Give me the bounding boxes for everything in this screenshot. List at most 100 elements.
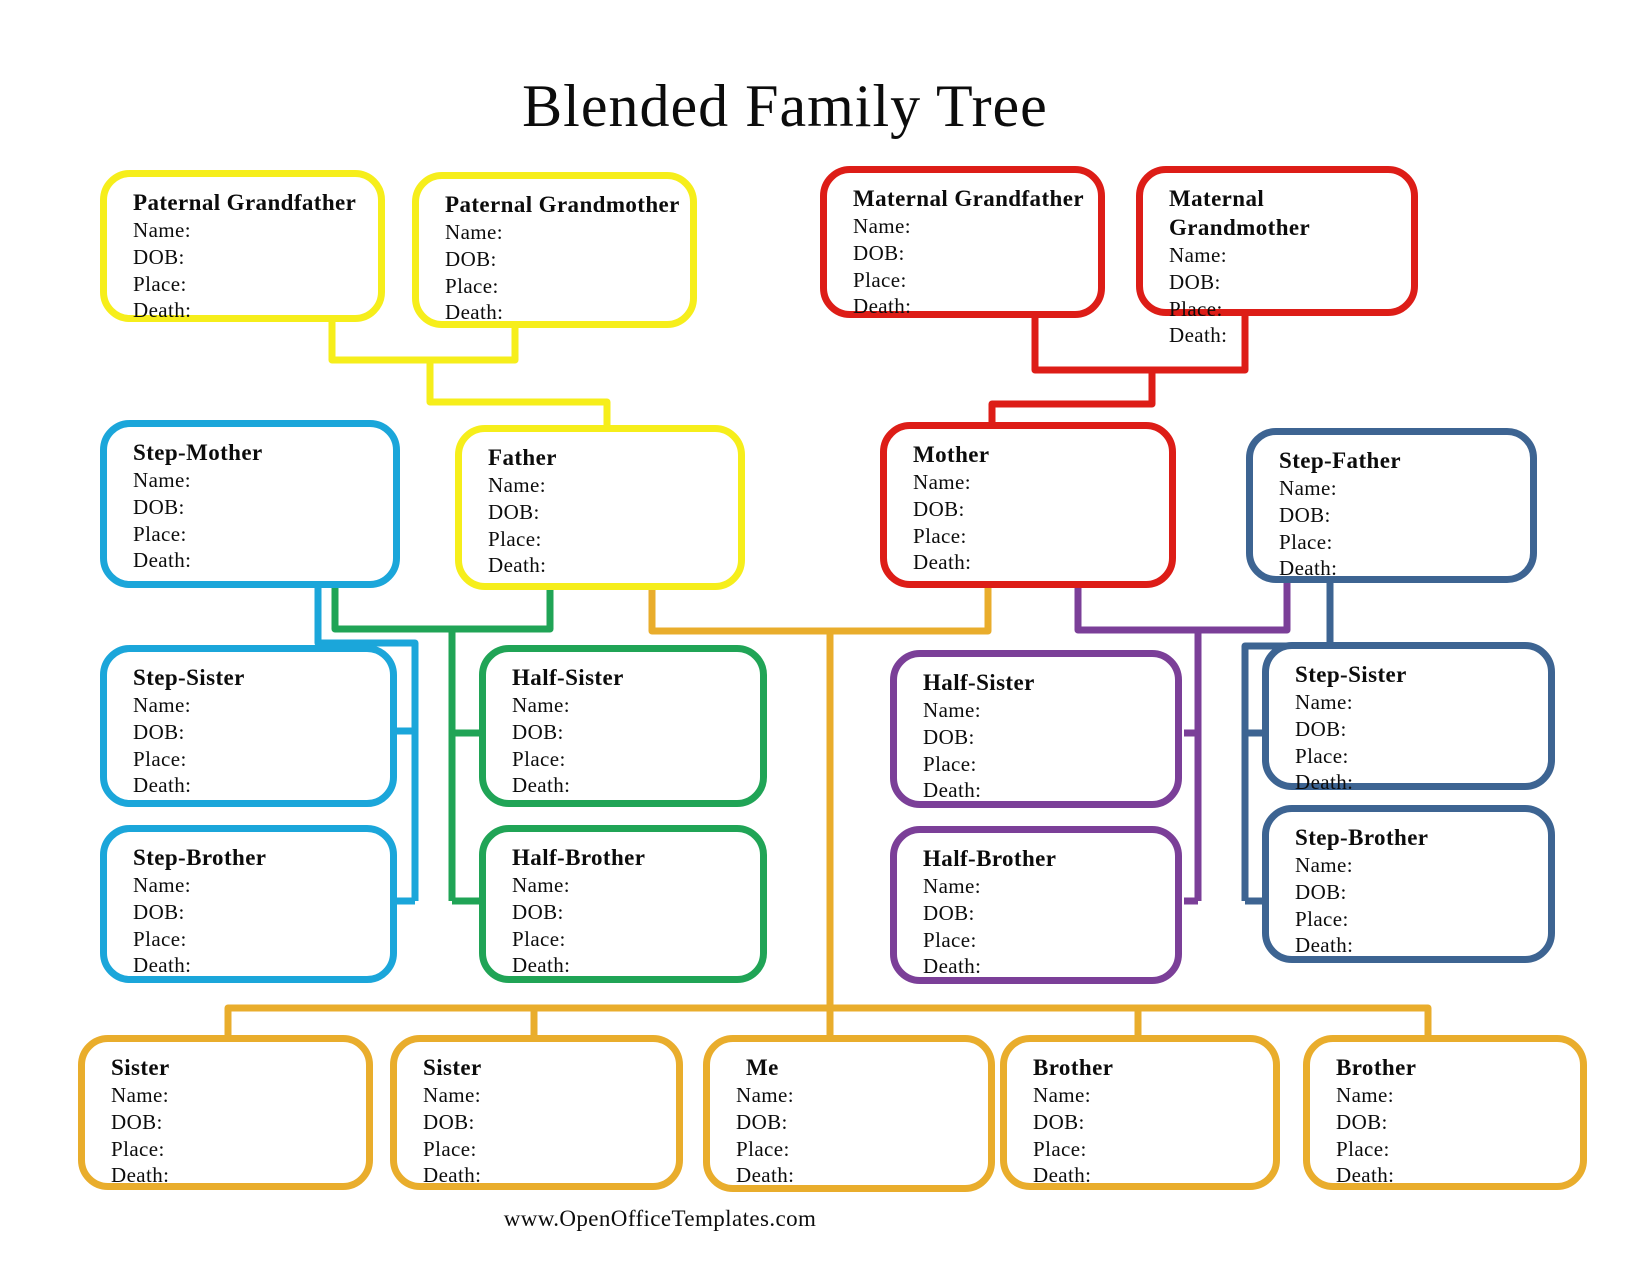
field-label: Death:	[1336, 1163, 1395, 1188]
field-label: Place:	[853, 267, 907, 292]
field-label: DOB:	[111, 1109, 163, 1134]
field-label: DOB:	[923, 900, 975, 925]
field-label: Place:	[923, 751, 977, 776]
node-label-sister-2: Sister	[423, 1055, 482, 1080]
node-half-brother-left: Half-Brother Name: DOB: Place: Death:	[479, 825, 767, 983]
connector-green-4	[331, 586, 554, 633]
node-half-sister-left: Half-Sister Name: DOB: Place: Death:	[479, 645, 767, 807]
field-label: DOB:	[133, 244, 185, 269]
node-label-maternal-grandfather: Maternal Grandfather	[853, 186, 1084, 211]
field-label: DOB:	[1295, 879, 1347, 904]
field-label: Place:	[488, 526, 542, 551]
node-label-paternal-grandfather: Paternal Grandfather	[133, 190, 357, 215]
node-label-half-brother-left: Half-Brother	[512, 845, 646, 870]
field-label: Place:	[445, 273, 499, 298]
field-label: Place:	[923, 927, 977, 952]
node-sister-1: Sister Name: DOB: Place: Death:	[78, 1035, 373, 1190]
connector-cyan-8	[314, 586, 419, 901]
field-label: Place:	[133, 746, 187, 771]
field-label: Name:	[913, 470, 971, 494]
field-label: Death:	[111, 1163, 170, 1188]
node-label-half-sister-left: Half-Sister	[512, 665, 624, 690]
field-label: Name:	[923, 874, 981, 898]
node-maternal-grandfather: Maternal Grandfather Name: DOB: Place: Death…	[820, 166, 1105, 318]
node-label-father: Father	[488, 445, 557, 470]
node-brother-1: Brother Name: DOB: Place: Death:	[1000, 1035, 1280, 1190]
field-label: Name:	[133, 693, 191, 717]
node-paternal-grandmother: Paternal Grandmother Name: DOB: Place: Death…	[412, 172, 697, 328]
field-label: Name:	[853, 214, 911, 238]
field-label: Name:	[736, 1083, 794, 1107]
field-label: Name:	[111, 1083, 169, 1107]
connector-red-2	[1031, 314, 1249, 374]
field-label: Name:	[423, 1083, 481, 1107]
node-sister-2: Sister Name: DOB: Place: Death:	[390, 1035, 683, 1190]
website-url: www.OpenOfficeTemplates.com	[503, 1206, 817, 1231]
field-label: Place:	[512, 926, 566, 951]
field-label: Death:	[1295, 770, 1354, 795]
field-label: Place:	[133, 926, 187, 951]
node-step-father: Step-Father Name: DOB: Place: Death:	[1246, 428, 1537, 583]
field-label: Name:	[133, 468, 191, 492]
field-label: DOB:	[512, 899, 564, 924]
field-label: DOB:	[913, 496, 965, 521]
node-label-step-brother-left: Step-Brother	[133, 845, 267, 870]
node-step-brother-left: Step-Brother Name: DOB: Place: Death:	[100, 825, 397, 983]
field-label: Death:	[913, 550, 972, 575]
field-label: Name:	[512, 693, 570, 717]
field-label: Place:	[1295, 743, 1349, 768]
field-label: Death:	[488, 553, 547, 578]
node-label-me: Me	[746, 1055, 779, 1080]
node-label-step-sister-right: Step-Sister	[1295, 662, 1407, 687]
field-label: DOB:	[133, 494, 185, 519]
node-label-step-brother-right: Step-Brother	[1295, 825, 1429, 850]
field-label: Death:	[423, 1163, 482, 1188]
field-label: DOB:	[133, 719, 185, 744]
field-label: Place:	[913, 523, 967, 548]
field-label: Name:	[133, 873, 191, 897]
node-label-step-father: Step-Father	[1279, 448, 1401, 473]
node-paternal-grandfather: Paternal Grandfather Name: DOB: Place: Death…	[100, 170, 385, 322]
field-label: DOB:	[1033, 1109, 1085, 1134]
node-me: Me Name: DOB: Place: Death:	[703, 1035, 995, 1192]
field-label: DOB:	[1169, 269, 1221, 294]
field-label: Place:	[133, 521, 187, 546]
node-half-brother-right: Half-Brother Name: DOB: Place: Death:	[890, 826, 1182, 984]
field-label: Place:	[1279, 529, 1333, 554]
field-label: Death:	[512, 773, 571, 798]
field-label: DOB:	[488, 499, 540, 524]
field-label: Name:	[1295, 853, 1353, 877]
field-label: Place:	[423, 1136, 477, 1161]
field-label: Place:	[1169, 296, 1223, 321]
connector-orange-11	[648, 586, 992, 635]
field-label: Death:	[736, 1163, 795, 1188]
field-label: Death:	[133, 548, 192, 573]
field-label: DOB:	[1279, 502, 1331, 527]
field-label: Name:	[1279, 476, 1337, 500]
field-label: Death:	[1033, 1163, 1092, 1188]
field-label: Name:	[512, 873, 570, 897]
field-label: Name:	[1169, 243, 1227, 267]
field-label: Death:	[1295, 933, 1354, 958]
field-label: DOB:	[736, 1109, 788, 1134]
field-label: Death:	[1169, 323, 1228, 348]
node-label-brother-2: Brother	[1336, 1055, 1417, 1080]
field-label: DOB:	[423, 1109, 475, 1134]
field-label: Name:	[1033, 1083, 1091, 1107]
node-label-half-sister-right: Half-Sister	[923, 670, 1035, 695]
field-label: Death:	[133, 298, 192, 323]
field-label: Name:	[133, 218, 191, 242]
field-label: Name:	[488, 473, 546, 497]
field-label: DOB:	[853, 240, 905, 265]
field-label: Place:	[1033, 1136, 1087, 1161]
field-label: DOB:	[445, 246, 497, 271]
field-label: Place:	[1295, 906, 1349, 931]
field-label: Death:	[512, 953, 571, 978]
node-label-step-mother: Step-Mother	[133, 440, 263, 465]
field-label: DOB:	[1336, 1109, 1388, 1134]
field-label: Place:	[736, 1136, 790, 1161]
node-step-sister-left: Step-Sister Name: DOB: Place: Death:	[100, 645, 397, 807]
node-label-half-brother-right: Half-Brother	[923, 846, 1057, 871]
node-label-step-sister-left: Step-Sister	[133, 665, 245, 690]
